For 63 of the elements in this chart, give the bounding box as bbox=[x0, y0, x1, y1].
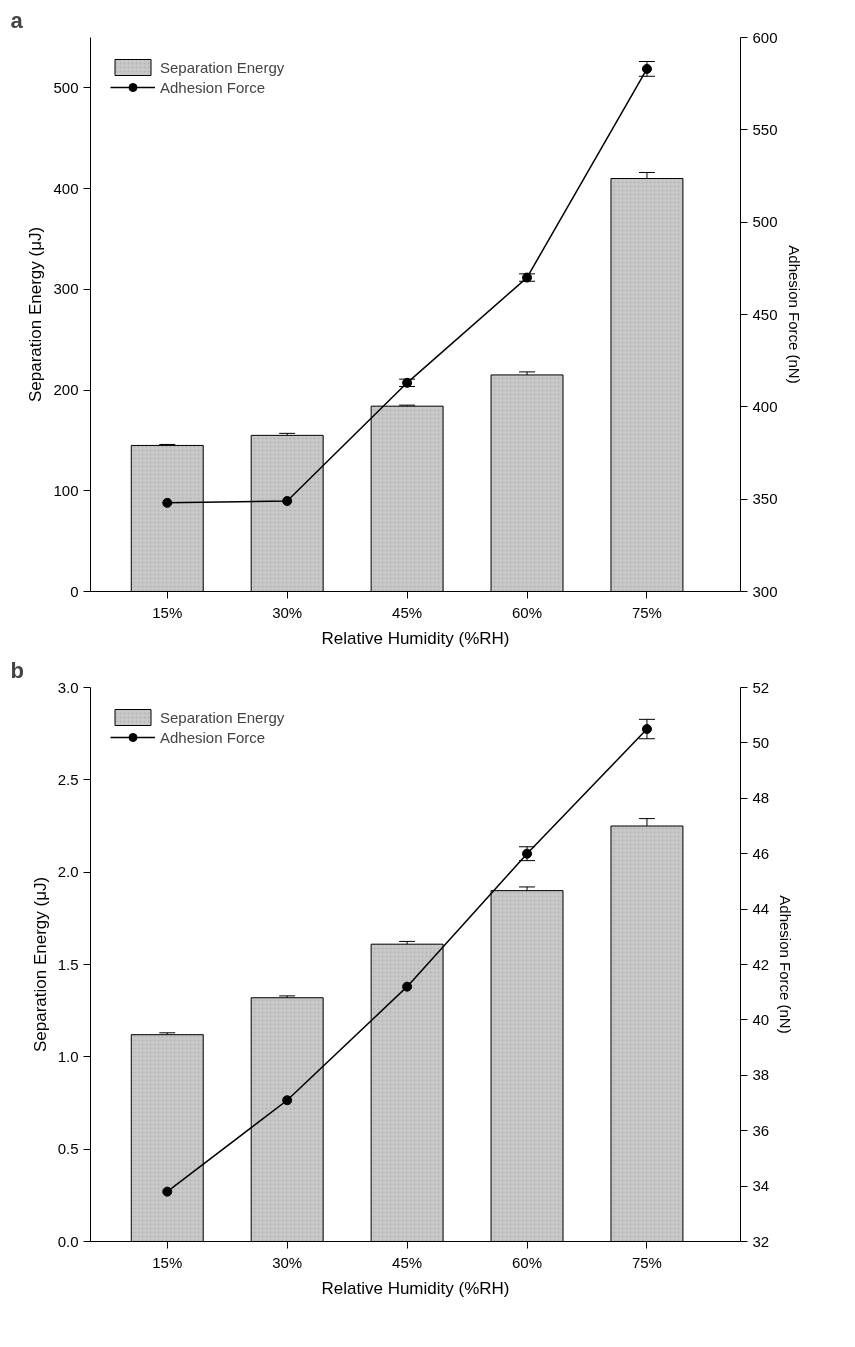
chart-title: b bbox=[10, 657, 24, 683]
point bbox=[522, 272, 533, 283]
y2-tick-label: 300 bbox=[752, 582, 778, 600]
x-tick-label: 30% bbox=[272, 1253, 303, 1271]
point bbox=[282, 496, 293, 506]
point bbox=[282, 1095, 293, 1106]
point bbox=[162, 1186, 173, 1197]
point bbox=[402, 981, 413, 992]
x-tick-label: 75% bbox=[631, 1253, 662, 1271]
y2-tick-label: 450 bbox=[752, 305, 778, 323]
y2-axis-title: Adhesion Force (nN) bbox=[777, 895, 795, 1034]
point bbox=[641, 63, 652, 74]
point bbox=[641, 724, 652, 735]
y2-tick-label: 40 bbox=[752, 1010, 770, 1028]
legend-label: Adhesion Force bbox=[160, 78, 266, 96]
y-tick-label: 0.5 bbox=[57, 1140, 79, 1158]
y2-tick-label: 38 bbox=[752, 1066, 770, 1084]
legend-label: Separation Energy bbox=[160, 58, 285, 76]
y-tick-label: 200 bbox=[53, 381, 79, 399]
x-tick-label: 60% bbox=[512, 1253, 543, 1271]
y2-tick-label: 48 bbox=[752, 789, 770, 807]
y-tick-label: 400 bbox=[53, 179, 79, 197]
y2-tick-label: 550 bbox=[752, 120, 778, 138]
y-tick-label: 3.0 bbox=[57, 678, 79, 696]
y-tick-label: 1.0 bbox=[57, 1047, 79, 1065]
y2-tick-label: 52 bbox=[752, 678, 770, 696]
x-tick-label: 75% bbox=[631, 603, 662, 621]
legend-label: Separation Energy bbox=[160, 708, 285, 726]
y-axis-title: Separation Energy (μJ) bbox=[26, 226, 46, 403]
chart-title: a bbox=[10, 7, 24, 33]
y-tick-label: 2.5 bbox=[57, 770, 79, 788]
y-tick-label: 300 bbox=[53, 280, 79, 298]
y2-tick-label: 400 bbox=[752, 397, 778, 415]
x-axis-title: Relative Humidity (%RH) bbox=[321, 628, 510, 648]
y-axis-title: Separation Energy (μJ) bbox=[30, 876, 50, 1053]
y2-tick-label: 600 bbox=[752, 28, 778, 46]
y-tick-label: 500 bbox=[53, 78, 79, 96]
y-tick-label: 100 bbox=[53, 481, 79, 499]
y2-tick-label: 350 bbox=[752, 490, 778, 508]
y2-tick-label: 32 bbox=[752, 1232, 770, 1250]
y2-tick-label: 36 bbox=[752, 1121, 770, 1139]
y-tick-label: 2.0 bbox=[57, 863, 79, 881]
x-tick-label: 15% bbox=[152, 603, 183, 621]
y-tick-label: 0.0 bbox=[57, 1232, 79, 1250]
x-tick-label: 30% bbox=[272, 603, 303, 621]
x-tick-label: 15% bbox=[152, 1253, 183, 1271]
y2-tick-label: 50 bbox=[752, 733, 770, 751]
y2-tick-label: 500 bbox=[752, 213, 778, 231]
y-tick-label: 0 bbox=[70, 582, 79, 600]
point bbox=[402, 377, 413, 388]
x-tick-label: 45% bbox=[392, 1253, 423, 1271]
y2-tick-label: 34 bbox=[752, 1177, 770, 1195]
x-tick-label: 45% bbox=[392, 603, 423, 621]
y2-tick-label: 42 bbox=[752, 955, 770, 973]
y-tick-label: 1.5 bbox=[57, 955, 79, 973]
point bbox=[522, 848, 533, 859]
y2-tick-label: 46 bbox=[752, 844, 770, 862]
point bbox=[162, 497, 173, 508]
y2-axis-title: Adhesion Force (nN) bbox=[785, 245, 803, 384]
x-axis-title: Relative Humidity (%RH) bbox=[321, 1278, 510, 1298]
x-tick-label: 60% bbox=[512, 603, 543, 621]
y2-tick-label: 44 bbox=[752, 900, 770, 918]
legend-label: Adhesion Force bbox=[160, 728, 266, 746]
